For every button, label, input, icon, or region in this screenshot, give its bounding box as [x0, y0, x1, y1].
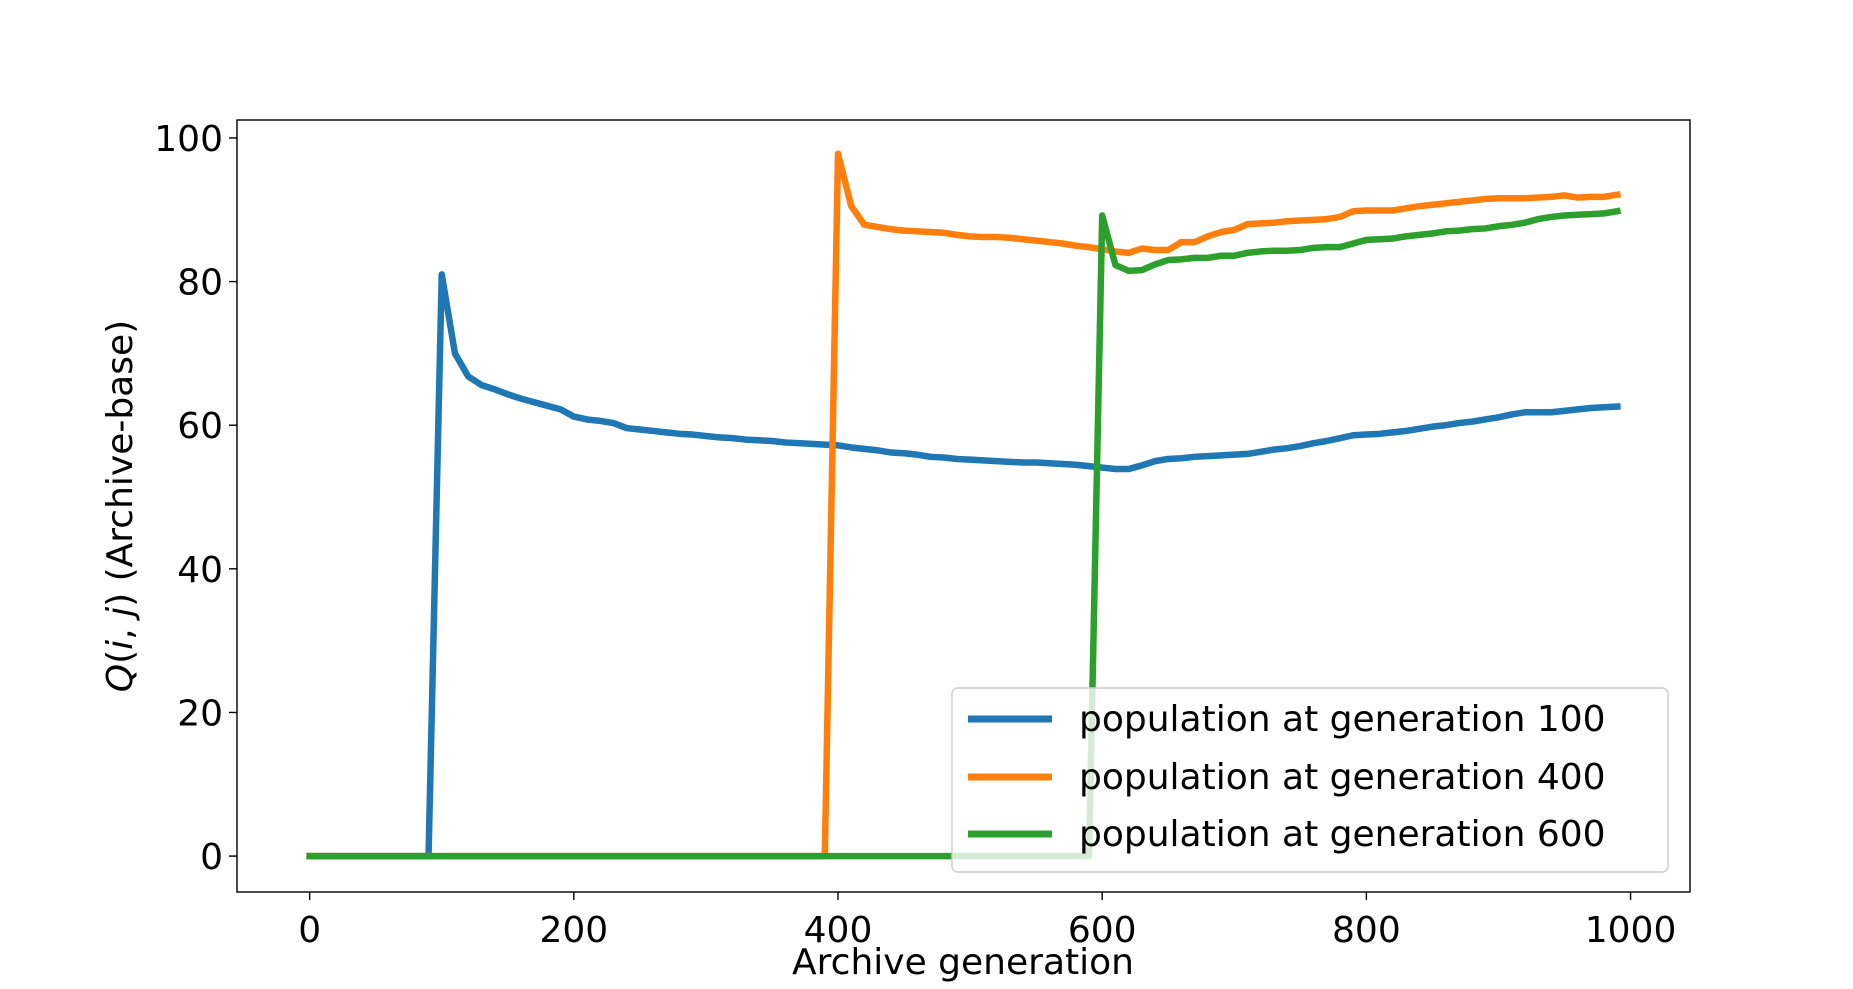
- y-axis-label: Q(i, j) (Archive-base): [100, 320, 141, 692]
- series-line-gen-600: [306, 207, 1622, 860]
- tick-layer: 0 200 400 600 800 1000 0 20 40 60 80 100: [154, 119, 1676, 951]
- y-axis-label-comma: ,: [100, 617, 141, 640]
- plot-frame: [236, 119, 1691, 893]
- series-line-gen-100: [306, 271, 1621, 860]
- x-tick-label: 0: [298, 910, 321, 951]
- legend-label-series-600: population at generation 600: [1079, 814, 1606, 855]
- x-tick-label: 800: [1332, 910, 1401, 951]
- legend-label-series-100: population at generation 100: [1079, 699, 1606, 740]
- y-axis-label-i: i: [100, 640, 141, 650]
- x-axis-label: Archive generation: [792, 942, 1134, 983]
- legend: population at generation 100 population …: [951, 687, 1669, 873]
- y-tick-label: 20: [177, 693, 223, 734]
- series-line-gen-400: [306, 150, 1622, 860]
- x-tick-label: 1000: [1585, 910, 1677, 951]
- y-tick-label: 80: [177, 263, 223, 304]
- legend-box: [951, 687, 1669, 873]
- x-tick-label: 600: [1068, 910, 1137, 951]
- y-tick-label: 0: [200, 837, 223, 878]
- x-tick-label: 200: [539, 910, 608, 951]
- x-tick-label: 400: [804, 910, 873, 951]
- y-axis-label-q: Q: [100, 664, 141, 692]
- y-tick-label: 60: [177, 406, 223, 447]
- y-axis-label-open-paren: (: [100, 650, 141, 664]
- y-tick-label: 40: [177, 550, 223, 591]
- y-tick-label: 100: [154, 119, 223, 160]
- series-layer: [306, 150, 1622, 860]
- y-axis-label-suffix: (Archive-base): [100, 320, 141, 593]
- legend-label-series-400: population at generation 400: [1079, 757, 1606, 798]
- y-axis-label-close-paren: ): [100, 593, 141, 607]
